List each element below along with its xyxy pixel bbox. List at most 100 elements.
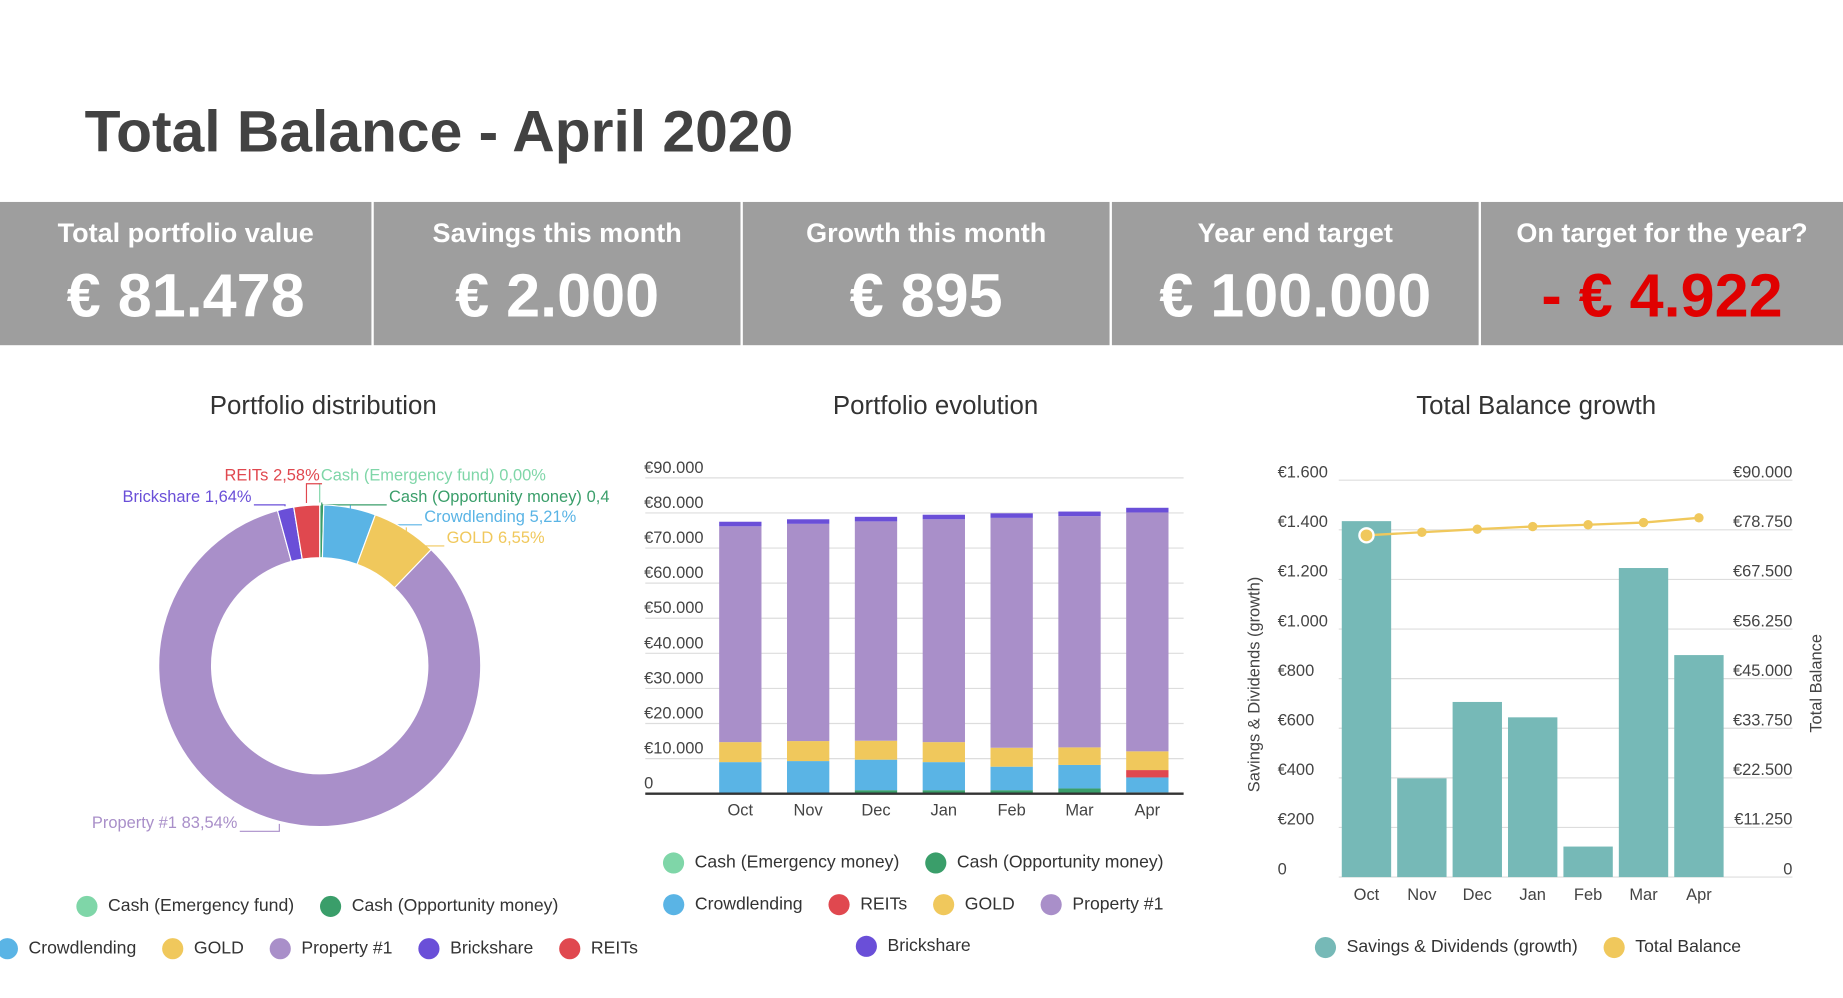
y-tick-label: €40.000 — [644, 634, 703, 652]
legend-label: GOLD — [965, 893, 1015, 913]
chart-title: Total Balance growth — [1416, 392, 1656, 420]
line-point — [1527, 521, 1538, 532]
y-tick-label: €400 — [1278, 761, 1315, 779]
bar-segment — [854, 521, 898, 741]
x-tick-label: Mar — [1065, 802, 1094, 820]
legend-label: Cash (Opportunity money) — [352, 895, 559, 915]
y-tick-label: €1.600 — [1278, 464, 1328, 482]
slice-value: 1,64% — [205, 488, 252, 506]
bar — [1563, 846, 1613, 878]
slice-name: REITs — [225, 467, 269, 485]
x-tick-label: Feb — [997, 802, 1025, 820]
y-tick-label: €60.000 — [644, 564, 703, 582]
legend-label: Crowdlending — [29, 937, 137, 957]
line-point — [1417, 527, 1427, 537]
y-tick-label: €800 — [1278, 662, 1315, 680]
y2-tick-label: €11.250 — [1734, 811, 1792, 829]
y2-tick-label: €78.750 — [1733, 513, 1792, 531]
x-tick-label: Nov — [1407, 886, 1437, 904]
slice-value: 83,54% — [182, 815, 238, 833]
legend-swatch — [933, 894, 955, 916]
y-tick-label: €10.000 — [644, 740, 703, 758]
x-tick-label: Feb — [1574, 886, 1602, 904]
bar-segment — [990, 766, 1033, 791]
y-tick-label: €30.000 — [644, 669, 703, 687]
kpi-label: Total portfolio value — [58, 218, 314, 248]
legend-swatch — [1314, 936, 1337, 959]
bar-segment — [854, 759, 898, 791]
slice-name: Crowdlending — [424, 508, 525, 526]
legend-swatch — [320, 895, 342, 917]
bar-segment — [922, 762, 965, 791]
slice-name: Cash (Emergency fund) — [321, 467, 495, 485]
legend-label: REITs — [860, 893, 907, 913]
slice-value: 0,00% — [499, 467, 546, 485]
legend-swatch — [925, 852, 947, 874]
bar-segment — [787, 741, 830, 762]
y-tick-label: €70.000 — [644, 529, 703, 547]
legend-row: Savings & Dividends (growth) Total Balanc… — [1314, 936, 1741, 959]
legend-swatch — [418, 938, 440, 960]
kpi-card — [1111, 201, 1479, 346]
y2-tick-label: €22.500 — [1733, 761, 1792, 779]
y-tick-label: €1.400 — [1278, 513, 1328, 531]
kpi-label: On target for the year? — [1516, 218, 1807, 248]
kpi-value: € 2.000 — [455, 262, 659, 330]
leader-line — [239, 823, 280, 832]
x-tick-label: Apr — [1135, 802, 1161, 820]
slice-name: Brickshare — [122, 488, 200, 506]
bar-segment — [1058, 747, 1101, 765]
slice-name: GOLD — [447, 529, 494, 547]
bar-segment — [922, 519, 965, 743]
legend-swatch — [76, 895, 98, 917]
leader-line — [253, 504, 286, 507]
bar-segment — [787, 519, 830, 524]
legend-swatch — [0, 938, 18, 960]
slice-value: 6,55% — [498, 529, 545, 547]
bar-segment — [719, 526, 762, 743]
y2-tick-label: €33.750 — [1733, 712, 1792, 730]
legend-label: Brickshare — [888, 935, 971, 955]
chart-title: Portfolio distribution — [210, 392, 437, 420]
slice-label: Brickshare 1,64% — [122, 488, 251, 506]
y2-tick-label: 0 — [1783, 860, 1792, 878]
kpi-value: € 81.478 — [67, 262, 305, 330]
bar-segment — [1126, 777, 1169, 793]
y2-tick-label: €56.250 — [1733, 612, 1792, 630]
y2-tick-label: €67.500 — [1733, 563, 1792, 581]
bar-segment — [1058, 764, 1101, 789]
legend-label: Crowdlending — [695, 893, 803, 913]
bar-segment — [922, 514, 965, 520]
y-tick-label: €1.200 — [1278, 563, 1328, 581]
bar-segment — [990, 747, 1033, 767]
slice-value: 2,58% — [273, 467, 320, 485]
legend-label: Property #1 — [301, 937, 392, 957]
y-tick-label: €20.000 — [644, 704, 703, 722]
legend-swatch — [1040, 894, 1062, 916]
y2-tick-label: €90.000 — [1733, 464, 1792, 482]
slice-name: Property #1 — [92, 815, 177, 833]
y-tick-label: €1.000 — [1278, 612, 1328, 630]
legend-label: Brickshare — [450, 937, 533, 957]
legend-swatch — [855, 935, 877, 957]
legend-swatch — [162, 938, 184, 960]
bar-segment — [719, 521, 762, 527]
line-point — [1358, 527, 1375, 544]
legend-label: Property #1 — [1072, 893, 1163, 913]
legend-label: Cash (Opportunity money) — [957, 852, 1164, 872]
x-tick-label: Dec — [861, 802, 890, 820]
kpi-card — [373, 201, 741, 346]
bar-segment — [1126, 751, 1169, 771]
bar-segment — [1058, 511, 1101, 517]
bar-segment — [1058, 788, 1101, 794]
kpi-value: - € 4.922 — [1541, 262, 1782, 330]
line-point — [1472, 524, 1482, 534]
leader-line — [405, 527, 445, 547]
y2-tick-label: €45.000 — [1733, 662, 1792, 680]
legend-row: Cash (Emergency fund) Cash (Opportunity m… — [76, 895, 558, 917]
bar-segment — [854, 516, 898, 522]
legend-swatch — [828, 894, 850, 916]
pie-slice — [158, 509, 482, 828]
bar-segment — [922, 742, 965, 763]
